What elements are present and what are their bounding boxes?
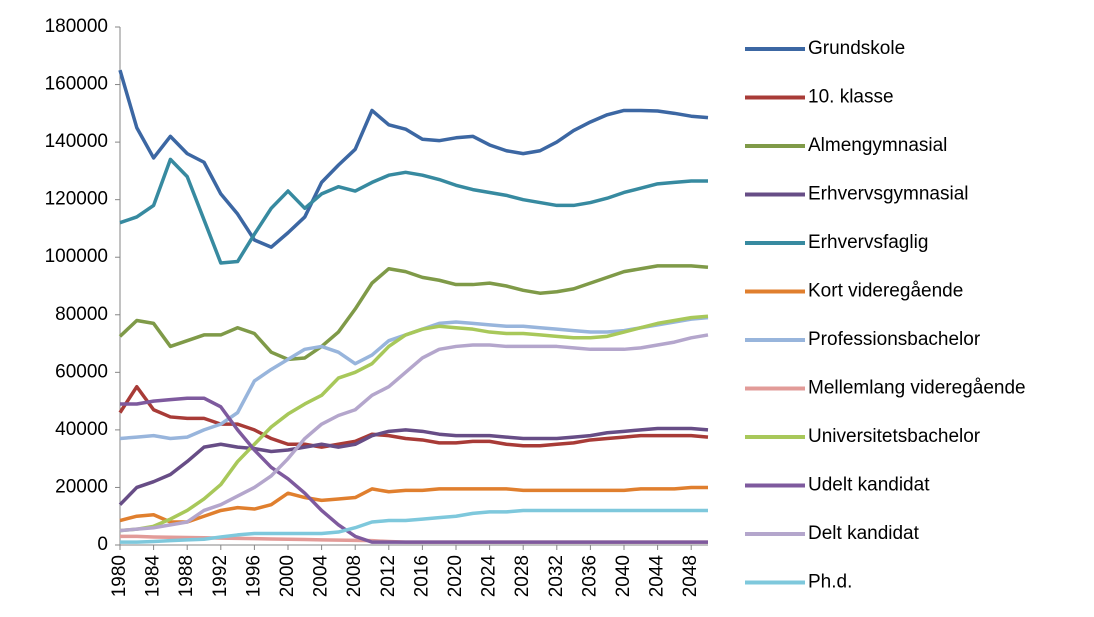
legend-label: Erhvervsgymnasial xyxy=(808,184,969,205)
series-line xyxy=(118,384,709,449)
y-tick-label: 80000 xyxy=(55,304,108,325)
x-tick-label: 2036 xyxy=(579,555,600,597)
y-tick-label: 60000 xyxy=(55,361,108,382)
y-tick-label: 20000 xyxy=(55,476,108,497)
x-tick-label: 2004 xyxy=(311,555,332,598)
x-tick-label: 2000 xyxy=(277,555,298,597)
x-tick-label: 2024 xyxy=(479,555,500,598)
x-tick-label: 2040 xyxy=(613,555,634,597)
series-line xyxy=(119,333,709,533)
x-tick-label: 2016 xyxy=(411,555,432,597)
series-line xyxy=(118,264,709,362)
series-line xyxy=(119,485,708,524)
y-tick-label: 100000 xyxy=(45,246,108,267)
legend-label: Almengymnasial xyxy=(808,135,947,156)
x-tick-label: 2048 xyxy=(680,555,701,597)
x-tick-label: 1996 xyxy=(243,555,264,597)
y-tick-label: 0 xyxy=(97,534,108,555)
x-tick-label: 2028 xyxy=(512,555,533,597)
legend-label: Ph.d. xyxy=(808,572,852,593)
x-tick-label: 2020 xyxy=(445,555,466,597)
y-tick-label: 120000 xyxy=(45,189,108,210)
x-tick-label: 1984 xyxy=(143,555,164,598)
legend-label: Professionsbachelor xyxy=(808,329,981,350)
y-tick-label: 140000 xyxy=(45,131,108,152)
x-tick-label: 2008 xyxy=(344,555,365,597)
x-tick-label: 2044 xyxy=(647,555,668,598)
legend-label: Erhvervsfaglig xyxy=(808,232,928,253)
x-tick-label: 1980 xyxy=(109,555,130,597)
x-tick-label: 2012 xyxy=(378,555,399,597)
legend-label: Grundskole xyxy=(808,38,905,59)
series-line xyxy=(118,69,709,249)
x-tick-label: 1992 xyxy=(210,555,231,597)
y-tick-label: 160000 xyxy=(45,74,108,95)
y-tick-label: 40000 xyxy=(55,419,108,440)
x-tick-label: 1988 xyxy=(176,555,197,597)
series-line xyxy=(119,314,709,533)
y-tick-label: 180000 xyxy=(45,16,108,37)
series-line xyxy=(120,508,708,544)
series-line xyxy=(120,396,708,544)
legend-label: Mellemlang videregående xyxy=(808,378,1026,399)
legend-label: 10. klasse xyxy=(808,87,894,108)
series-line xyxy=(119,157,708,265)
legend-label: Delt kandidat xyxy=(808,523,920,544)
legend-label: Universitetsbachelor xyxy=(808,426,981,447)
legend-label: Udelt kandidat xyxy=(808,475,930,496)
series-line xyxy=(118,426,709,506)
x-tick-label: 2032 xyxy=(546,555,567,597)
legend-label: Kort videregående xyxy=(808,281,963,302)
